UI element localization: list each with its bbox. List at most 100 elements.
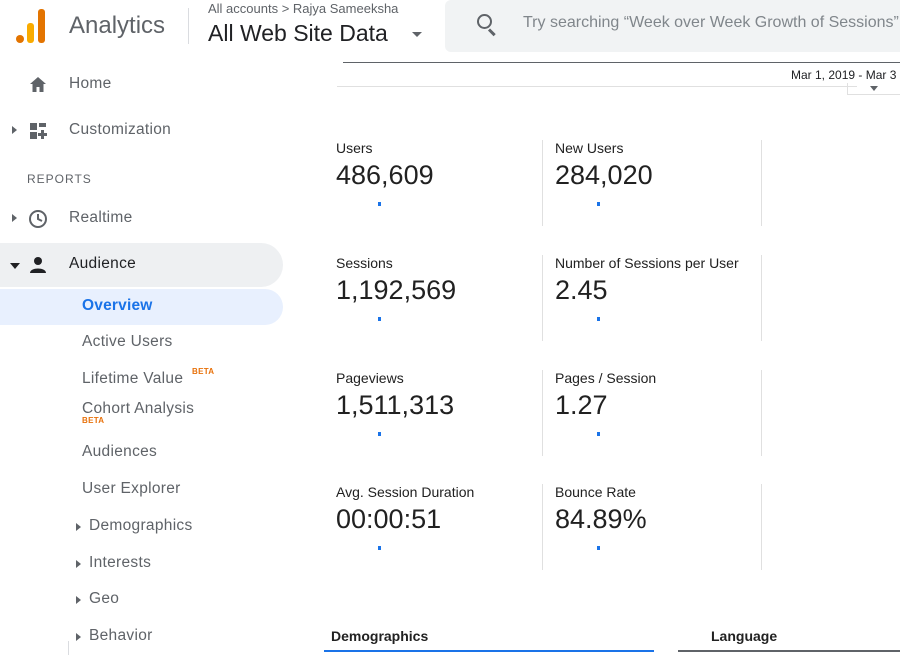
sidebar-item-lifetime-value[interactable]: Lifetime Value BETA xyxy=(0,362,283,398)
analytics-logo-icon[interactable] xyxy=(16,9,48,43)
sidebar-item-demographics[interactable]: Demographics xyxy=(0,509,283,545)
metric-label: New Users xyxy=(555,140,624,156)
metric-sessions-per-user[interactable]: Number of Sessions per User 2.45 xyxy=(555,255,775,341)
sidebar-item-overview[interactable]: Overview xyxy=(0,289,283,325)
metric-value: 284,020 xyxy=(555,160,653,190)
caret-down-icon[interactable] xyxy=(412,32,422,37)
metric-divider xyxy=(542,370,543,456)
sparkline xyxy=(597,546,600,550)
tab-demographics-underline xyxy=(324,650,654,652)
sidebar-item-customization[interactable]: Customization xyxy=(0,109,283,153)
account-breadcrumb[interactable]: All accounts > Rajya Sameeksha xyxy=(208,1,399,16)
metric-divider xyxy=(542,140,543,226)
sidebar-item-label: Home xyxy=(69,75,112,92)
sidebar-item-label: Geo xyxy=(89,590,120,607)
sidebar-item-geo[interactable]: Geo xyxy=(0,582,283,618)
sidebar-item-audience[interactable]: Audience xyxy=(0,243,283,287)
sparkline xyxy=(378,546,381,550)
metric-divider xyxy=(542,484,543,570)
metric-value: 84.89% xyxy=(555,504,647,534)
metric-label: Number of Sessions per User xyxy=(555,255,739,271)
metric-label: Users xyxy=(336,140,373,156)
person-icon xyxy=(30,257,46,273)
sidebar-item-home[interactable]: Home xyxy=(0,63,283,107)
lifetime-value-label: Lifetime Value xyxy=(82,370,184,387)
metric-label: Bounce Rate xyxy=(555,484,636,500)
metric-divider xyxy=(761,484,762,570)
header-separator xyxy=(337,86,857,87)
chevron-down-icon[interactable] xyxy=(10,263,20,269)
sidebar-item-active-users[interactable]: Active Users xyxy=(0,325,283,361)
metric-bounce-rate[interactable]: Bounce Rate 84.89% xyxy=(555,484,775,570)
chevron-right-icon[interactable] xyxy=(76,633,81,641)
metric-divider xyxy=(761,140,762,226)
metric-new-users[interactable]: New Users 284,020 xyxy=(555,140,775,226)
metric-users[interactable]: Users 486,609 xyxy=(336,140,556,226)
sparkline xyxy=(597,202,600,206)
sparkline xyxy=(597,432,600,436)
chevron-right-icon[interactable] xyxy=(12,126,17,134)
sidebar-item-label: Audience xyxy=(69,255,137,272)
sidebar-item-label: Realtime xyxy=(69,209,133,226)
metric-value: 1.27 xyxy=(555,390,608,420)
chevron-right-icon[interactable] xyxy=(76,523,81,531)
sparkline xyxy=(378,432,381,436)
app-name: Analytics xyxy=(69,12,166,39)
sidebar-footer-divider xyxy=(68,641,69,655)
metric-value: 486,609 xyxy=(336,160,434,190)
sidebar-item-label: User Explorer xyxy=(82,480,181,497)
metric-value: 2.45 xyxy=(555,275,608,305)
date-range-dropdown[interactable] xyxy=(847,83,900,95)
main-content: Mar 1, 2019 - Mar 3 Users 486,609 New Us… xyxy=(295,58,900,655)
clock-icon xyxy=(29,210,47,228)
tab-demographics[interactable]: Demographics xyxy=(331,628,429,644)
chevron-right-icon[interactable] xyxy=(12,214,17,222)
sidebar-item-label: Active Users xyxy=(82,333,173,350)
sidebar-item-label: Lifetime Value BETA xyxy=(82,367,214,388)
top-header: Analytics All accounts > Rajya Sameeksha… xyxy=(0,0,900,58)
tab-language[interactable]: Language xyxy=(711,628,778,644)
metric-label: Sessions xyxy=(336,255,393,271)
chevron-right-icon[interactable] xyxy=(76,560,81,568)
sidebar-footer-mask xyxy=(0,641,295,655)
metric-sessions[interactable]: Sessions 1,192,569 xyxy=(336,255,556,341)
metric-label: Pageviews xyxy=(336,370,404,386)
home-icon xyxy=(30,77,46,92)
sidebar-nav: Home Customization REPORTS Realtime Audi… xyxy=(0,58,295,655)
sidebar-item-interests[interactable]: Interests xyxy=(0,546,283,582)
metric-value: 1,192,569 xyxy=(336,275,457,305)
sparkline xyxy=(597,317,600,321)
reports-section-label: REPORTS xyxy=(27,172,92,186)
sidebar-item-label: Demographics xyxy=(89,517,193,534)
metric-pages-per-session[interactable]: Pages / Session 1.27 xyxy=(555,370,775,456)
sidebar-item-realtime[interactable]: Realtime xyxy=(0,197,283,241)
caret-down-icon[interactable] xyxy=(870,86,878,91)
metric-label: Pages / Session xyxy=(555,370,657,386)
metric-divider xyxy=(761,255,762,341)
beta-badge: BETA xyxy=(82,416,105,425)
sidebar-item-label: Interests xyxy=(89,554,152,571)
chevron-right-icon[interactable] xyxy=(76,596,81,604)
search-icon[interactable] xyxy=(477,14,497,37)
sidebar-item-audiences[interactable]: Audiences xyxy=(0,435,283,471)
top-rule xyxy=(343,62,900,63)
metric-avg-session-duration[interactable]: Avg. Session Duration 00:00:51 xyxy=(336,484,556,570)
search-input[interactable] xyxy=(523,14,900,32)
sidebar-item-label: Behavior xyxy=(89,627,153,644)
beta-badge: BETA xyxy=(192,367,215,376)
metric-value: 00:00:51 xyxy=(336,504,442,534)
sidebar-item-label: Customization xyxy=(69,121,172,138)
metric-pageviews[interactable]: Pageviews 1,511,313 xyxy=(336,370,556,456)
sparkline xyxy=(378,202,381,206)
sparkline xyxy=(378,317,381,321)
sidebar-item-cohort-analysis[interactable]: Cohort Analysis BETA xyxy=(0,392,283,432)
sidebar-item-user-explorer[interactable]: User Explorer xyxy=(0,472,283,508)
sidebar-item-label: Overview xyxy=(82,297,153,314)
sidebar-item-behavior[interactable]: Behavior xyxy=(0,619,283,655)
tab-language-underline xyxy=(678,650,900,652)
search-bar[interactable] xyxy=(445,0,900,52)
metric-divider xyxy=(761,370,762,456)
metric-divider xyxy=(542,255,543,341)
property-selector[interactable]: All Web Site Data xyxy=(208,20,388,46)
date-range-selector[interactable]: Mar 1, 2019 - Mar 3 xyxy=(791,68,897,82)
